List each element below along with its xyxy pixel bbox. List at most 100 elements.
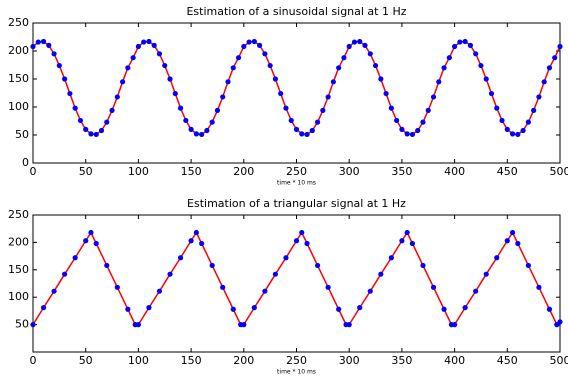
y-tick-label: 200 [8, 44, 29, 57]
marker [473, 288, 479, 294]
marker [141, 39, 147, 45]
marker [214, 107, 221, 113]
marker [125, 306, 131, 312]
marker [357, 305, 363, 311]
marker [399, 238, 405, 244]
x-tick-label: 150 [181, 354, 202, 367]
marker [93, 131, 99, 138]
marker [341, 55, 347, 61]
marker [230, 306, 236, 312]
marker [462, 38, 468, 45]
x-tick-label: 0 [30, 165, 37, 178]
marker [40, 38, 47, 45]
marker [35, 39, 41, 45]
marker [457, 39, 463, 45]
marker [520, 127, 526, 134]
y-tick-label: 0 [22, 156, 29, 169]
marker [494, 105, 500, 111]
x-tick-label: 500 [550, 165, 568, 178]
marker [278, 90, 284, 97]
marker [525, 119, 531, 125]
marker [272, 271, 279, 277]
marker [288, 117, 294, 124]
marker [220, 284, 226, 290]
marker [109, 107, 115, 113]
marker [478, 62, 484, 69]
marker [299, 229, 305, 236]
x-tick-label: 150 [181, 165, 202, 178]
marker [188, 126, 194, 132]
marker [51, 51, 57, 57]
marker [546, 65, 553, 71]
marker [351, 39, 358, 45]
marker [541, 79, 547, 85]
marker [199, 131, 205, 138]
marker [151, 42, 157, 49]
x-tick-label: 0 [30, 354, 37, 367]
marker [404, 131, 410, 137]
y-tick-label: 50 [15, 128, 29, 141]
marker [330, 79, 336, 85]
marker [309, 127, 315, 134]
marker [30, 322, 36, 328]
marker [430, 284, 437, 290]
marker [241, 43, 247, 50]
marker [114, 94, 120, 100]
marker [193, 131, 199, 137]
marker [135, 43, 141, 50]
marker [367, 51, 373, 57]
y-tick-label: 100 [8, 100, 29, 113]
marker [230, 65, 236, 71]
x-tick-label: 250 [286, 354, 307, 367]
x-tick-label: 200 [233, 354, 254, 367]
marker [430, 94, 437, 100]
marker [177, 255, 184, 261]
marker [135, 322, 141, 328]
marker [304, 131, 310, 138]
marker [325, 284, 331, 290]
marker [325, 94, 331, 100]
marker [336, 306, 342, 312]
marker [183, 117, 189, 124]
plot-frame [32, 22, 561, 164]
marker [378, 271, 384, 277]
marker [30, 43, 36, 50]
marker [241, 322, 247, 328]
x-tick-label: 400 [444, 354, 465, 367]
marker [404, 229, 410, 236]
marker [409, 240, 416, 247]
marker [283, 105, 289, 111]
marker [188, 238, 194, 244]
marker [83, 238, 89, 244]
chart-title: Estimation of a sinusoidal signal at 1 H… [186, 5, 406, 18]
marker [62, 76, 68, 82]
marker [267, 62, 273, 69]
marker [536, 284, 542, 290]
marker [209, 119, 215, 125]
marker [557, 319, 563, 325]
marker [262, 51, 268, 57]
y-tick-label: 50 [15, 318, 29, 331]
signal-line [32, 40, 561, 136]
y-tick-label: 100 [8, 290, 29, 303]
marker [199, 240, 205, 247]
marker [40, 305, 47, 311]
marker [314, 119, 321, 125]
signal-line [32, 231, 561, 326]
x-tick-label: 500 [550, 354, 568, 367]
marker [346, 43, 352, 50]
marker [56, 62, 62, 69]
x-tick-label: 50 [79, 165, 93, 178]
x-axis-label: time * 10 ms [277, 369, 316, 376]
marker [509, 131, 516, 137]
marker [409, 131, 416, 138]
marker [114, 284, 120, 290]
marker [156, 51, 163, 57]
x-tick-label: 400 [444, 165, 465, 178]
x-tick-label: 450 [497, 165, 518, 178]
marker [72, 255, 78, 261]
marker [246, 39, 252, 45]
marker [552, 55, 558, 61]
marker [483, 271, 489, 277]
marker [452, 43, 458, 50]
